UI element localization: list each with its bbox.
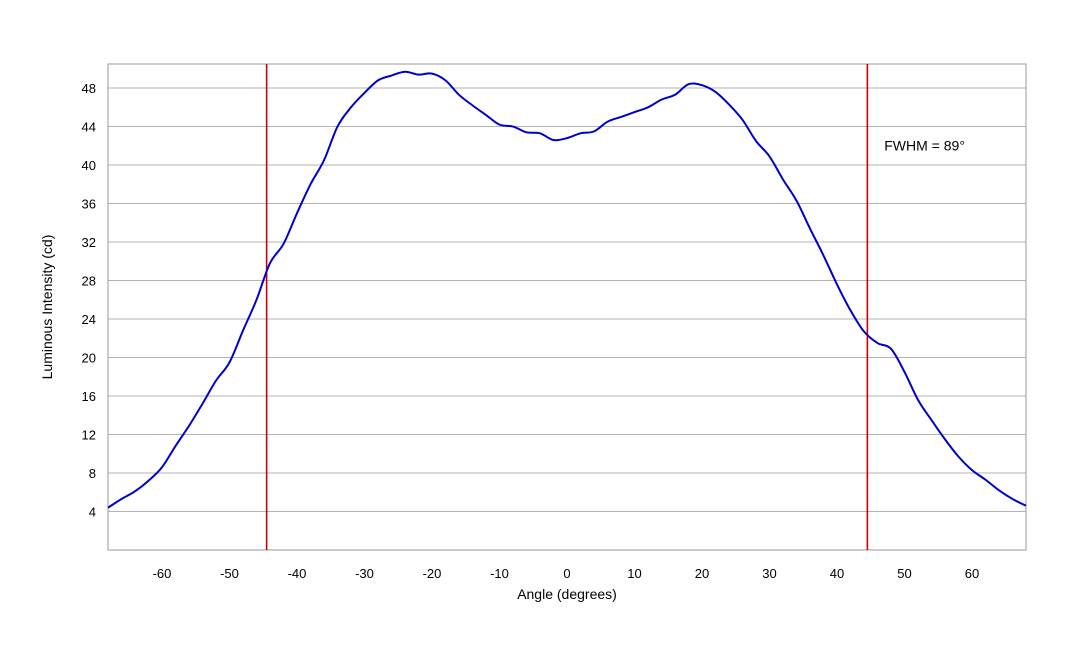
y-axis-label: Luminous Intensity (cd) xyxy=(39,235,55,380)
y-tick-label: 48 xyxy=(82,81,96,96)
y-tick-label: 28 xyxy=(82,274,96,289)
x-tick-label: -50 xyxy=(220,566,239,581)
y-tick-label: 16 xyxy=(82,389,96,404)
y-tick-label: 40 xyxy=(82,158,96,173)
y-tick-label: 36 xyxy=(82,197,96,212)
y-tick-label: 4 xyxy=(89,505,96,520)
y-tick-label: 32 xyxy=(82,235,96,250)
x-tick-label: 50 xyxy=(897,566,911,581)
series-line-intensity xyxy=(107,70,1027,509)
annotations: FWHM = 89° xyxy=(884,138,965,154)
x-tick-label: -10 xyxy=(490,566,509,581)
y-tick-label: 12 xyxy=(82,428,96,443)
y-tick-label: 24 xyxy=(82,312,96,327)
x-tick-label: 40 xyxy=(830,566,844,581)
y-tick-label: 8 xyxy=(89,466,96,481)
x-axis-label: Angle (degrees) xyxy=(517,586,617,602)
fwhm-markers xyxy=(265,64,869,550)
x-tick-label: 0 xyxy=(563,566,570,581)
y-tick-label: 44 xyxy=(82,120,96,135)
x-tick-label: -30 xyxy=(355,566,374,581)
fwhm-annotation: FWHM = 89° xyxy=(884,138,965,154)
x-tick-label: -20 xyxy=(423,566,442,581)
x-tick-label: -60 xyxy=(153,566,172,581)
x-tick-label: 60 xyxy=(965,566,979,581)
x-tick-label: 20 xyxy=(695,566,709,581)
x-tick-label: 30 xyxy=(762,566,776,581)
y-tick-label: 20 xyxy=(82,351,96,366)
plot-area-border xyxy=(107,63,1027,551)
gridlines xyxy=(108,87,1026,513)
x-tick-label: -40 xyxy=(288,566,307,581)
x-tick-label: 10 xyxy=(627,566,641,581)
x-tick-labels: -60 -50 -40 -30 -20 -10 0 10 20 30 40 50 60 xyxy=(153,566,980,581)
